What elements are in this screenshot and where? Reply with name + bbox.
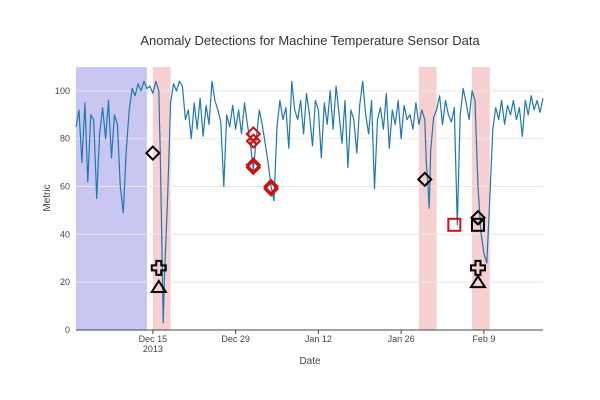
- x-tick-label: Feb 9: [472, 334, 495, 344]
- highlight-regions: [76, 67, 490, 330]
- x-tick-label: Dec 15: [139, 334, 168, 344]
- anomaly-marker-x-diamond: [245, 133, 262, 150]
- y-tick-label: 80: [60, 134, 70, 144]
- x-tick-label: Jan 26: [388, 334, 415, 344]
- anomaly-marker-diamond: [245, 157, 262, 173]
- series-line-0: [75, 80, 544, 324]
- anomaly-marker-diamond: [245, 159, 262, 176]
- x-axis-label: Date: [299, 356, 321, 367]
- anomaly-marker-diamond: [416, 171, 433, 188]
- y-tick-label: 100: [55, 86, 70, 96]
- highlight-region-blue: [76, 67, 147, 330]
- anomaly-marker-diamond: [144, 145, 161, 161]
- x-tick-label: Jan 12: [305, 334, 332, 344]
- anomaly-markers: [144, 126, 487, 293]
- anomaly-marker-cross: [150, 259, 167, 276]
- series-layer: [75, 80, 544, 324]
- y-axis-label: Metric: [42, 184, 53, 211]
- anomaly-marker-triangle: [149, 279, 168, 293]
- y-tick-label: 20: [60, 277, 70, 287]
- highlight-region-red: [152, 67, 171, 330]
- anomaly-marker-diamond: [263, 178, 279, 195]
- anomaly-marker-square: [447, 217, 462, 232]
- anomaly-marker-x-square: [470, 217, 485, 232]
- x-tick-label: Dec 29: [221, 334, 250, 344]
- x-tick-sublabel: 2013: [143, 344, 163, 354]
- gridlines: [76, 90, 543, 283]
- anomaly-marker-diamond: [263, 181, 279, 197]
- chart-title: Anomaly Detections for Machine Temperatu…: [140, 33, 480, 48]
- anomaly-marker-cross: [469, 259, 486, 276]
- highlight-region-red: [418, 67, 437, 330]
- y-tick-label: 60: [60, 182, 70, 192]
- anomaly-marker-triangle: [469, 274, 487, 289]
- y-tick-label: 40: [60, 229, 70, 239]
- y-tick-label: 0: [65, 325, 70, 335]
